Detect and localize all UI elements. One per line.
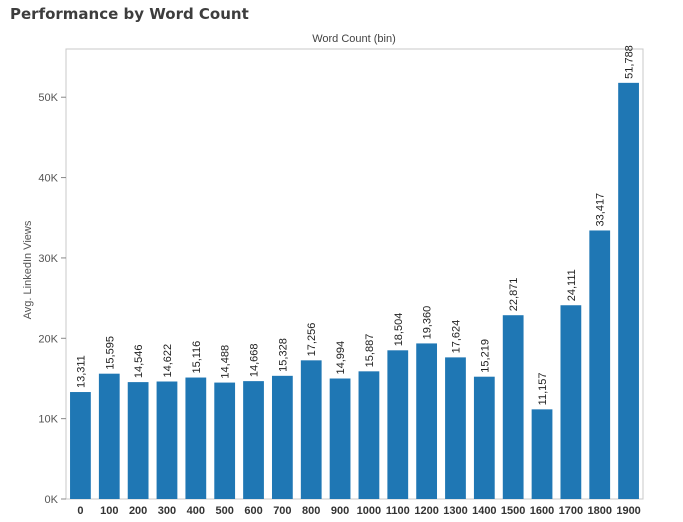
bar (416, 343, 438, 499)
chart-title: Performance by Word Count (10, 5, 249, 23)
bar-value-label: 15,595 (104, 336, 116, 370)
bar (531, 409, 553, 499)
x-tick-label: 600 (244, 505, 262, 517)
y-tick-label: 0K (45, 494, 59, 506)
x-tick-label: 1000 (357, 505, 381, 517)
bar-value-label: 14,994 (335, 341, 347, 375)
y-tick-label: 30K (38, 253, 58, 265)
bar (387, 350, 409, 499)
x-tick-label: 500 (215, 505, 233, 517)
x-tick-label: 900 (331, 505, 349, 517)
x-tick-label: 400 (187, 505, 205, 517)
x-tick-label: 1900 (616, 505, 640, 517)
y-tick-label: 20K (38, 333, 58, 345)
bar-value-label: 22,871 (508, 278, 520, 312)
x-tick-label: 1700 (559, 505, 583, 517)
bar-value-label: 24,111 (566, 269, 578, 301)
y-tick-label: 50K (38, 92, 58, 104)
bar-value-label: 11,157 (537, 373, 549, 406)
x-tick-label: 1500 (501, 505, 525, 517)
x-tick-label: 0 (77, 505, 83, 517)
bar (589, 230, 611, 500)
bar (127, 382, 149, 499)
bar (560, 305, 582, 499)
x-axis-title: Word Count (bin) (312, 33, 396, 45)
data-labels: 13,311 15,595 14,546 14,622 15,116 14,488 14,6… (75, 45, 635, 405)
x-tick-label: 200 (129, 505, 147, 517)
plot-frame (65, 48, 644, 500)
x-tick-label: 300 (158, 505, 176, 517)
bar-value-label: 14,488 (220, 345, 232, 379)
bar-value-label: 14,622 (162, 344, 174, 378)
x-tick-label: 1600 (530, 505, 554, 517)
y-axis-title: Avg. LinkedIn Views (22, 220, 34, 319)
bar-value-label: 15,887 (364, 334, 376, 368)
bar-value-label: 51,788 (624, 45, 636, 79)
bar (271, 375, 293, 499)
x-tick-label: 700 (273, 505, 291, 517)
bar (98, 373, 120, 499)
bar (300, 360, 322, 499)
bar (214, 382, 236, 499)
bar-value-label: 19,360 (422, 306, 434, 340)
bar-value-label: 18,504 (393, 313, 405, 347)
x-tick-label: 1800 (587, 505, 611, 517)
bar-value-label: 15,219 (479, 339, 491, 373)
bar (70, 392, 91, 499)
bar (618, 82, 639, 499)
bar-value-label: 14,668 (249, 343, 261, 377)
bar-series (70, 82, 639, 500)
bar-value-label: 17,256 (306, 323, 318, 357)
x-tick-label: 1100 (386, 505, 410, 517)
bar (185, 377, 207, 499)
x-tick-label: 1400 (472, 505, 496, 517)
bar-value-label: 15,328 (277, 338, 289, 372)
x-tick-label: 1200 (414, 505, 438, 517)
y-tick-label: 10K (38, 414, 58, 426)
bar (502, 315, 524, 499)
bar (243, 381, 264, 499)
x-tick-label: 800 (302, 505, 320, 517)
bar (445, 357, 466, 499)
bar (329, 378, 351, 499)
y-tick-label: 40K (38, 173, 58, 185)
bar (358, 371, 380, 499)
bar-value-label: 17,624 (450, 320, 462, 354)
x-tick-label: 100 (100, 505, 118, 517)
x-tick-label: 1300 (443, 505, 467, 517)
bar-value-label: 15,116 (191, 341, 203, 374)
bar-value-label: 13,311 (75, 355, 87, 388)
bar-value-label: 33,417 (595, 193, 607, 227)
bar (473, 376, 495, 499)
bar-value-label: 14,546 (133, 344, 145, 378)
chart-axes: 0K 10K 20K 30K 40K 50K 0 100 200 300 400 500 600 700 8… (38, 48, 644, 517)
bar (156, 381, 178, 499)
